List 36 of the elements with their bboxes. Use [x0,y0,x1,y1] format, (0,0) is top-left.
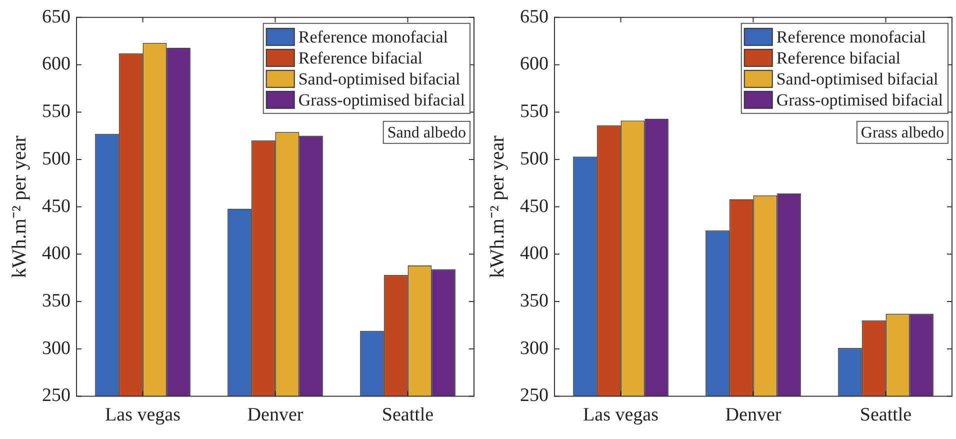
y-tick-label: 650 [520,6,548,28]
legend-label: Reference bifacial [298,48,423,68]
y-tick-label: 450 [42,196,70,217]
y-tick-label: 400 [42,243,70,264]
y-tick-label: 300 [520,338,548,359]
y-tick-label: 400 [520,243,548,264]
y-tick-label: 600 [42,54,70,75]
legend-label: Reference monofacial [298,27,448,46]
y-tick-label: 550 [42,101,70,122]
y-tick-label: 600 [520,54,548,75]
y-tick-label: 500 [42,148,70,170]
y-tick-label: 500 [520,148,548,170]
x-tick-label: Las vegas [105,404,180,426]
y-tick-label: 650 [42,6,70,28]
x-tick-label: Denver [725,404,782,426]
y-tick-label: 250 [520,385,548,406]
x-tick-label: Seattle [860,404,912,426]
x-tick-label: Denver [247,404,304,426]
legend-label: Grass-optimised bifacial [298,90,466,110]
legend-label: Reference monofacial [776,27,926,46]
x-tick-label: Seattle [382,404,434,426]
y-tick-label: 350 [520,290,548,312]
y-axis-title: kWh.m⁻² per year [8,135,30,278]
legend-label: Grass-optimised bifacial [776,90,944,110]
legend-label: Sand-optimised bifacial [776,69,939,88]
y-axis-title: kWh.m⁻² per year [486,135,508,278]
legend-label: Reference bifacial [776,48,901,68]
y-tick-label: 350 [42,290,70,312]
y-tick-label: 450 [520,196,548,217]
y-tick-label: 300 [42,338,70,359]
y-tick-label: 250 [42,385,70,406]
legend-label: Sand-optimised bifacial [298,69,461,88]
annotation: Sand albedo [387,124,466,142]
annotation: Grass albedo [860,124,944,142]
x-tick-label: Las vegas [583,404,658,426]
y-tick-label: 550 [520,101,548,122]
